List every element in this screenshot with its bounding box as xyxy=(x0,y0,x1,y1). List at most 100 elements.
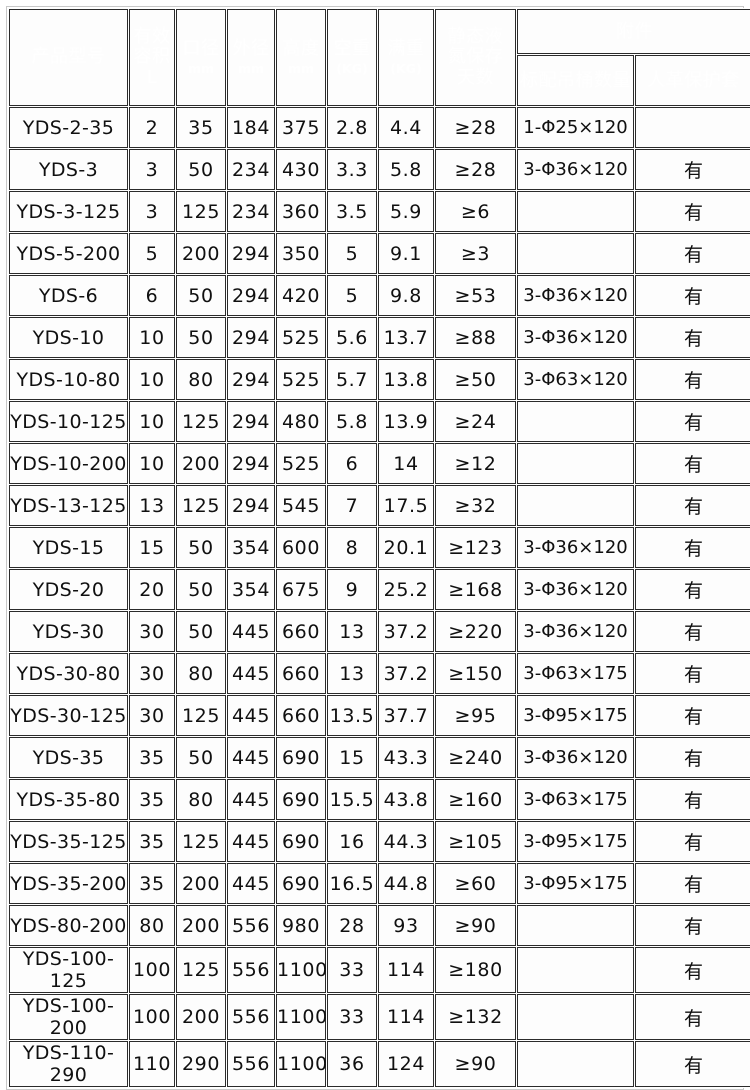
cell-model: YDS-35-125 xyxy=(9,821,128,862)
cell-bucket-qty: 3-Φ63×120 xyxy=(517,359,634,400)
cell-bucket-qty xyxy=(517,994,634,1040)
cell-empty-weight: 3.5 xyxy=(327,191,377,232)
cell-height: 690 xyxy=(276,821,326,862)
cell-model: YDS-13-125 xyxy=(9,485,128,526)
cell-leather-cover: 有 xyxy=(635,1041,750,1087)
cell-leather-cover: 有 xyxy=(635,317,750,358)
cell-bucket-qty: 3-Φ95×175 xyxy=(517,695,634,736)
cell-outer: 294 xyxy=(227,443,275,484)
cell-static-days: ≥3 xyxy=(435,233,516,274)
table-row: YDS-100-125 100 125 556 1100 33 114 ≥180 有 xyxy=(9,947,750,993)
cell-empty-weight: 2.8 xyxy=(327,107,377,148)
cell-static-days: ≥12 xyxy=(435,443,516,484)
table-row: YDS-30 30 50 445 660 13 37.2 ≥220 3-Φ36×120 有 xyxy=(9,611,750,652)
cell-static-days: ≥123 xyxy=(435,527,516,568)
cell-static-days: ≥88 xyxy=(435,317,516,358)
cell-height: 690 xyxy=(276,779,326,820)
cell-model: YDS-20 xyxy=(9,569,128,610)
cell-full-weight: 43.3 xyxy=(378,737,434,778)
cell-volume: 10 xyxy=(129,317,175,358)
cell-volume: 5 xyxy=(129,233,175,274)
col-header-full-weight: 满重 (KG) xyxy=(378,9,434,106)
cell-bucket-qty xyxy=(517,233,634,274)
cell-leather-cover: 有 xyxy=(635,821,750,862)
cell-volume: 110 xyxy=(129,1041,175,1087)
cell-bore: 80 xyxy=(176,779,226,820)
cell-model: YDS-35 xyxy=(9,737,128,778)
cell-bore: 125 xyxy=(176,947,226,993)
cell-static-days: ≥50 xyxy=(435,359,516,400)
cell-volume: 10 xyxy=(129,401,175,442)
cell-model: YDS-10-125 xyxy=(9,401,128,442)
cell-volume: 100 xyxy=(129,994,175,1040)
cell-height: 545 xyxy=(276,485,326,526)
cell-height: 525 xyxy=(276,317,326,358)
cell-empty-weight: 3.3 xyxy=(327,149,377,190)
table-row: YDS-35-200 35 200 445 690 16.5 44.8 ≥60 3-Φ95×17… xyxy=(9,863,750,904)
table-row: YDS-100-200 100 200 556 1100 33 114 ≥132 有 xyxy=(9,994,750,1040)
cell-bore: 50 xyxy=(176,149,226,190)
cell-leather-cover: 有 xyxy=(635,905,750,946)
cell-static-days: ≥132 xyxy=(435,994,516,1040)
table-row: YDS-13-125 13 125 294 545 7 17.5 ≥32 有 xyxy=(9,485,750,526)
cell-leather-cover: 有 xyxy=(635,611,750,652)
cell-full-weight: 44.8 xyxy=(378,863,434,904)
col-header-empty-weight-label: 空重 xyxy=(333,38,371,60)
cell-leather-cover: 有 xyxy=(635,695,750,736)
col-header-accessories-group: 附件 xyxy=(517,9,750,55)
cell-height: 660 xyxy=(276,653,326,694)
cell-height: 375 xyxy=(276,107,326,148)
cell-outer: 556 xyxy=(227,947,275,993)
cell-static-days: ≥60 xyxy=(435,863,516,904)
cell-height: 1100 xyxy=(276,994,327,1040)
cell-model: YDS-10-80 xyxy=(9,359,128,400)
col-header-full-weight-unit: (KG) xyxy=(390,60,422,76)
col-header-volume-line1: 有效 xyxy=(133,26,171,48)
cell-volume: 20 xyxy=(129,569,175,610)
cell-model: YDS-35-200 xyxy=(9,863,128,904)
table-body: YDS-2-35 2 35 184 375 2.8 4.4 ≥28 1-Φ25×120 YDS-3… xyxy=(9,107,750,1087)
cell-outer: 294 xyxy=(227,275,275,316)
cell-full-weight: 13.7 xyxy=(378,317,434,358)
cell-height: 690 xyxy=(276,863,326,904)
cell-bore: 125 xyxy=(176,695,226,736)
cell-empty-weight: 15.5 xyxy=(327,779,377,820)
cell-full-weight: 5.9 xyxy=(378,191,434,232)
cell-bucket-qty xyxy=(517,947,634,993)
cell-empty-weight: 28 xyxy=(327,905,377,946)
cell-static-days: ≥95 xyxy=(435,695,516,736)
cell-outer: 294 xyxy=(227,359,275,400)
cell-volume: 10 xyxy=(129,443,175,484)
table-row: YDS-10-125 10 125 294 480 5.8 13.9 ≥24 有 xyxy=(9,401,750,442)
cell-full-weight: 25.2 xyxy=(378,569,434,610)
cell-outer: 445 xyxy=(227,695,275,736)
cell-bore: 80 xyxy=(176,359,226,400)
cell-empty-weight: 5.8 xyxy=(327,401,377,442)
cell-empty-weight: 13 xyxy=(327,653,377,694)
cell-volume: 35 xyxy=(129,863,175,904)
col-header-bore-unit: mm xyxy=(187,60,215,76)
table-row: YDS-3 3 50 234 430 3.3 5.8 ≥28 3-Φ36×120 有 xyxy=(9,149,750,190)
col-header-height: 高度 mm xyxy=(276,9,326,106)
table-row: YDS-10-80 10 80 294 525 5.7 13.8 ≥50 3-Φ63×120 有 xyxy=(9,359,750,400)
cell-static-days: ≥105 xyxy=(435,821,516,862)
cell-model: YDS-6 xyxy=(9,275,128,316)
cell-bore: 125 xyxy=(176,191,226,232)
col-header-bore-label: 口径 xyxy=(182,38,220,60)
table-row: YDS-80-200 80 200 556 980 28 93 ≥90 有 xyxy=(9,905,750,946)
cell-leather-cover: 有 xyxy=(635,359,750,400)
cell-full-weight: 13.9 xyxy=(378,401,434,442)
cell-empty-weight: 36 xyxy=(327,1041,377,1087)
col-header-static-days-line2: 氮保存 xyxy=(447,46,504,68)
col-header-model: 产品型号 xyxy=(9,9,128,106)
cell-outer: 556 xyxy=(227,905,275,946)
cell-full-weight: 37.2 xyxy=(378,653,434,694)
cell-static-days: ≥90 xyxy=(435,905,516,946)
table-row: YDS-35 35 50 445 690 15 43.3 ≥240 3-Φ36×120 有 xyxy=(9,737,750,778)
cell-leather-cover: 有 xyxy=(635,779,750,820)
cell-leather-cover: 有 xyxy=(635,275,750,316)
cell-leather-cover: 有 xyxy=(635,149,750,190)
cell-model: YDS-35-80 xyxy=(9,779,128,820)
col-header-height-unit: mm xyxy=(287,60,315,76)
col-header-outer: 外径 mm xyxy=(227,9,275,106)
